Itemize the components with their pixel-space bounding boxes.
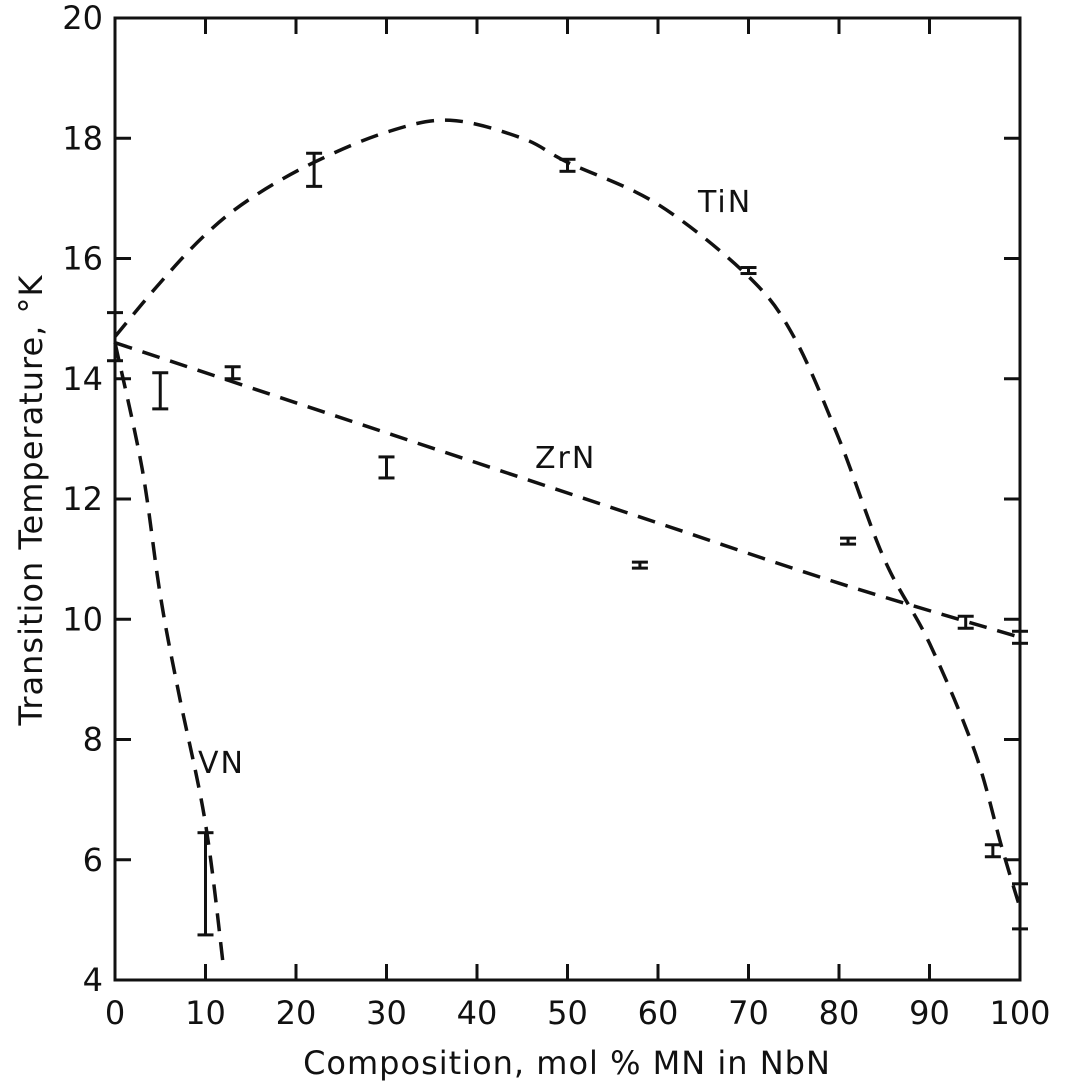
x-tick-label: 100 xyxy=(989,994,1050,1032)
series-label-zrn: ZrN xyxy=(535,441,596,476)
y-axis-title: Transition Temperature, °K xyxy=(12,275,50,727)
curve-zrn xyxy=(114,341,1021,639)
error-bar-zrn xyxy=(1012,629,1028,645)
y-tick-label: 20 xyxy=(62,0,103,37)
x-tick-label: 20 xyxy=(276,994,317,1032)
x-tick-label: 70 xyxy=(728,994,769,1032)
y-tick-label: 6 xyxy=(83,841,103,879)
ticks xyxy=(113,16,1022,982)
x-tick-label: 50 xyxy=(547,994,588,1032)
error-bar-tin xyxy=(984,843,1001,859)
y-tick-label: 12 xyxy=(62,480,103,518)
x-tick-label: 40 xyxy=(457,994,498,1032)
error-bar-zrn xyxy=(224,365,241,381)
series-label-tin: TiN xyxy=(697,185,752,220)
x-tick-labels: 0 10 20 30 40 50 60 70 80 90 100 xyxy=(105,994,1051,1032)
y-tick-label: 8 xyxy=(83,721,103,759)
y-tick-label: 4 xyxy=(83,961,103,999)
x-tick-label: 10 xyxy=(185,994,226,1032)
x-tick-label: 90 xyxy=(909,994,950,1032)
error-bar-zrn xyxy=(840,536,857,546)
error-bar-tin xyxy=(306,151,323,188)
x-tick-label: 30 xyxy=(366,994,407,1032)
series-label-vn: VN xyxy=(198,746,245,781)
error-bar-tin xyxy=(1012,882,1028,931)
error-bar-vn xyxy=(107,311,123,363)
error-bars xyxy=(107,151,1028,937)
x-tick-label: 80 xyxy=(819,994,860,1032)
error-bar-zrn xyxy=(378,455,395,480)
error-bar-vn xyxy=(197,831,214,937)
curve-tin xyxy=(113,118,1022,909)
y-tick-label: 16 xyxy=(62,240,103,278)
y-tick-label: 18 xyxy=(62,119,103,157)
error-bar-tin xyxy=(559,157,576,173)
error-bar-zrn xyxy=(152,371,169,411)
error-bar-zrn xyxy=(631,560,648,570)
error-bar-tin xyxy=(740,266,757,276)
y-tick-labels: 4 6 8 10 12 14 16 18 20 xyxy=(62,0,103,999)
y-tick-label: 10 xyxy=(62,600,103,638)
x-tick-label: 0 xyxy=(105,994,125,1032)
curves xyxy=(113,118,1022,969)
x-tick-label: 60 xyxy=(638,994,679,1032)
curve-vn xyxy=(113,342,226,969)
y-tick-label: 14 xyxy=(62,360,103,398)
x-axis-title: Composition, mol % MN in NbN xyxy=(303,1044,831,1082)
error-bar-zrn xyxy=(957,614,974,630)
